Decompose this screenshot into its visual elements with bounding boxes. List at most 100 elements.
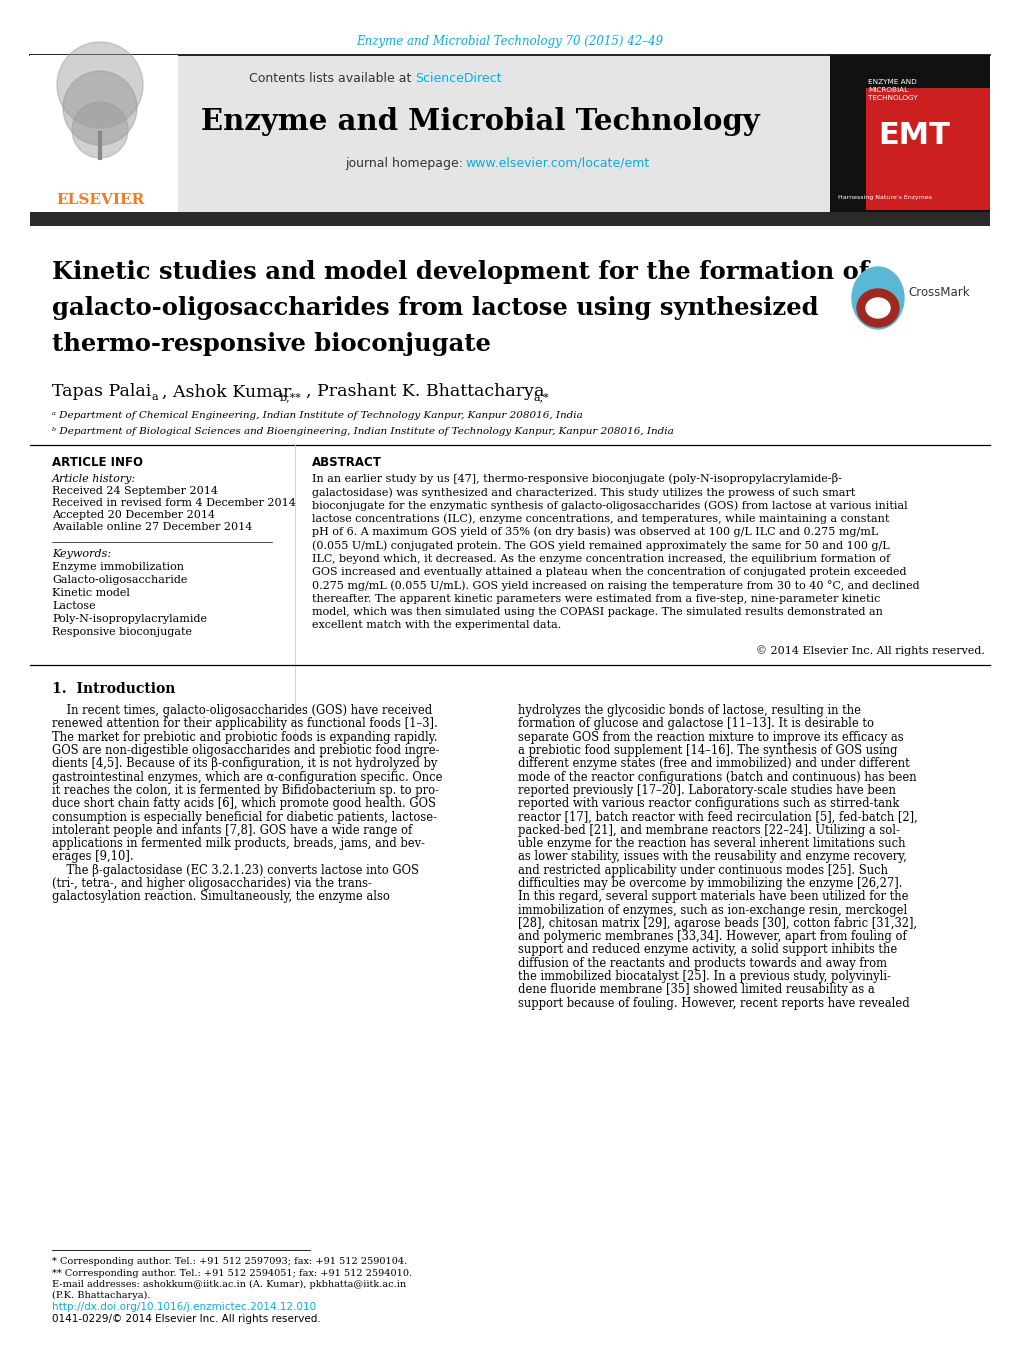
Text: b,**: b,** [280,392,302,403]
Text: Keywords:: Keywords: [52,549,111,559]
Text: reported previously [17–20]. Laboratory-scale studies have been: reported previously [17–20]. Laboratory-… [518,784,895,797]
Text: * Corresponding author. Tel.: +91 512 2597093; fax: +91 512 2590104.: * Corresponding author. Tel.: +91 512 25… [52,1258,407,1266]
Text: Enzyme and Microbial Technology 70 (2015) 42–49: Enzyme and Microbial Technology 70 (2015… [356,35,663,49]
Text: gastrointestinal enzymes, which are α-configuration specific. Once: gastrointestinal enzymes, which are α-co… [52,770,442,784]
Ellipse shape [851,267,903,330]
Text: mode of the reactor configurations (batch and continuous) has been: mode of the reactor configurations (batc… [518,770,916,784]
Text: GOS are non-digestible oligosaccharides and prebiotic food ingre-: GOS are non-digestible oligosaccharides … [52,744,439,757]
FancyBboxPatch shape [30,212,989,226]
Text: 0141-0229/© 2014 Elsevier Inc. All rights reserved.: 0141-0229/© 2014 Elsevier Inc. All right… [52,1315,320,1324]
Text: The β-galactosidase (EC 3.2.1.23) converts lactose into GOS: The β-galactosidase (EC 3.2.1.23) conver… [52,863,419,877]
Text: (0.055 U/mL) conjugated protein. The GOS yield remained approximately the same f: (0.055 U/mL) conjugated protein. The GOS… [312,540,889,551]
Text: , Prashant K. Bhattacharya: , Prashant K. Bhattacharya [306,384,544,400]
Text: a prebiotic food supplement [14–16]. The synthesis of GOS using: a prebiotic food supplement [14–16]. The… [518,744,897,757]
Text: formation of glucose and galactose [11–13]. It is desirable to: formation of glucose and galactose [11–1… [518,717,873,731]
Text: Received 24 September 2014: Received 24 September 2014 [52,486,218,496]
Text: diffusion of the reactants and products towards and away from: diffusion of the reactants and products … [518,957,887,970]
Text: Responsive bioconjugate: Responsive bioconjugate [52,627,192,638]
Text: CrossMark: CrossMark [907,285,969,299]
Circle shape [63,72,137,145]
Text: Available online 27 December 2014: Available online 27 December 2014 [52,521,252,532]
Text: intolerant people and infants [7,8]. GOS have a wide range of: intolerant people and infants [7,8]. GOS… [52,824,412,836]
Text: In this regard, several support materials have been utilized for the: In this regard, several support material… [518,890,908,904]
Text: different enzyme states (free and immobilized) and under different: different enzyme states (free and immobi… [518,758,909,770]
Text: ABSTRACT: ABSTRACT [312,455,381,469]
Text: duce short chain fatty acids [6], which promote good health. GOS: duce short chain fatty acids [6], which … [52,797,435,811]
Text: support and reduced enzyme activity, a solid support inhibits the: support and reduced enzyme activity, a s… [518,943,897,957]
Text: pH of 6. A maximum GOS yield of 35% (on dry basis) was observed at 100 g/L ILC a: pH of 6. A maximum GOS yield of 35% (on … [312,527,877,538]
Text: ᵇ Department of Biological Sciences and Bioengineering, Indian Institute of Tech: ᵇ Department of Biological Sciences and … [52,427,674,436]
Text: a: a [152,392,159,403]
Text: The market for prebiotic and probiotic foods is expanding rapidly.: The market for prebiotic and probiotic f… [52,731,437,743]
Text: E-mail addresses: ashokkum@iitk.ac.in (A. Kumar), pkbhatta@iitk.ac.in: E-mail addresses: ashokkum@iitk.ac.in (A… [52,1279,406,1289]
Text: excellent match with the experimental data.: excellent match with the experimental da… [312,620,560,631]
Text: thereafter. The apparent kinetic parameters were estimated from a five-step, nin: thereafter. The apparent kinetic paramet… [312,593,879,604]
Text: bioconjugate for the enzymatic synthesis of galacto-oligosaccharides (GOS) from : bioconjugate for the enzymatic synthesis… [312,500,907,511]
Text: packed-bed [21], and membrane reactors [22–24]. Utilizing a sol-: packed-bed [21], and membrane reactors [… [518,824,899,836]
Text: Lactose: Lactose [52,601,96,611]
Text: galacto-oligosaccharides from lactose using synthesized: galacto-oligosaccharides from lactose us… [52,296,818,320]
Text: ILC, beyond which, it decreased. As the enzyme concentration increased, the equi: ILC, beyond which, it decreased. As the … [312,554,890,563]
Text: model, which was then simulated using the COPASI package. The simulated results : model, which was then simulated using th… [312,607,882,617]
Text: http://dx.doi.org/10.1016/j.enzmictec.2014.12.010: http://dx.doi.org/10.1016/j.enzmictec.20… [52,1302,316,1312]
Circle shape [57,42,143,128]
Text: Tapas Palai: Tapas Palai [52,384,151,400]
Text: Article history:: Article history: [52,474,137,484]
Text: reported with various reactor configurations such as stirred-tank: reported with various reactor configurat… [518,797,899,811]
Text: GOS increased and eventually attained a plateau when the concentration of conjug: GOS increased and eventually attained a … [312,567,906,577]
Ellipse shape [856,289,898,327]
Ellipse shape [865,299,890,317]
Text: as lower stability, issues with the reusability and enzyme recovery,: as lower stability, issues with the reus… [518,850,906,863]
FancyBboxPatch shape [865,88,989,209]
Text: ARTICLE INFO: ARTICLE INFO [52,455,143,469]
Text: consumption is especially beneficial for diabetic patients, lactose-: consumption is especially beneficial for… [52,811,436,824]
Text: Accepted 20 December 2014: Accepted 20 December 2014 [52,509,215,520]
FancyBboxPatch shape [829,55,989,212]
Text: immobilization of enzymes, such as ion-exchange resin, merckogel: immobilization of enzymes, such as ion-e… [518,904,906,916]
Text: (P.K. Bhattacharya).: (P.K. Bhattacharya). [52,1290,151,1300]
Text: dene fluoride membrane [35] showed limited reusability as a: dene fluoride membrane [35] showed limit… [518,984,874,997]
Text: hydrolyzes the glycosidic bonds of lactose, resulting in the: hydrolyzes the glycosidic bonds of lacto… [518,704,860,717]
Text: a,*: a,* [534,392,549,403]
Text: ** Corresponding author. Tel.: +91 512 2594051; fax: +91 512 2594010.: ** Corresponding author. Tel.: +91 512 2… [52,1269,412,1278]
Text: difficulties may be overcome by immobilizing the enzyme [26,27].: difficulties may be overcome by immobili… [518,877,902,890]
Text: 0.275 mg/mL (0.055 U/mL). GOS yield increased on raising the temperature from 30: 0.275 mg/mL (0.055 U/mL). GOS yield incr… [312,580,919,590]
FancyBboxPatch shape [30,55,829,212]
Text: © 2014 Elsevier Inc. All rights reserved.: © 2014 Elsevier Inc. All rights reserved… [755,646,984,657]
Text: [28], chitosan matrix [29], agarose beads [30], cotton fabric [31,32],: [28], chitosan matrix [29], agarose bead… [518,917,916,929]
Text: Contents lists available at: Contents lists available at [249,72,415,85]
Text: erages [9,10].: erages [9,10]. [52,850,133,863]
Text: uble enzyme for the reaction has several inherent limitations such: uble enzyme for the reaction has several… [518,838,905,850]
Text: support because of fouling. However, recent reports have revealed: support because of fouling. However, rec… [518,997,909,1009]
Text: reactor [17], batch reactor with feed recirculation [5], fed-batch [2],: reactor [17], batch reactor with feed re… [518,811,917,824]
Text: In an earlier study by us [47], thermo-responsive bioconjugate (poly-N-isopropyl: In an earlier study by us [47], thermo-r… [312,473,841,485]
Text: Galacto-oligosaccharide: Galacto-oligosaccharide [52,576,187,585]
Text: EMT: EMT [877,120,949,150]
Text: applications in fermented milk products, breads, jams, and bev-: applications in fermented milk products,… [52,838,425,850]
Text: Kinetic studies and model development for the formation of: Kinetic studies and model development fo… [52,259,868,284]
FancyBboxPatch shape [30,55,178,212]
Text: ScienceDirect: ScienceDirect [415,72,501,85]
Text: dients [4,5]. Because of its β-configuration, it is not hydrolyzed by: dients [4,5]. Because of its β-configura… [52,758,437,770]
Text: ᵃ Department of Chemical Engineering, Indian Institute of Technology Kanpur, Kan: ᵃ Department of Chemical Engineering, In… [52,411,582,420]
Text: Enzyme and Microbial Technology: Enzyme and Microbial Technology [201,108,758,136]
Text: lactose concentrations (ILC), enzyme concentrations, and temperatures, while mai: lactose concentrations (ILC), enzyme con… [312,513,889,524]
Text: renewed attention for their applicability as functional foods [1–3].: renewed attention for their applicabilit… [52,717,437,731]
Text: Kinetic model: Kinetic model [52,588,129,598]
Text: ENZYME AND
MICROBIAL
TECHNOLOGY: ENZYME AND MICROBIAL TECHNOLOGY [867,78,917,101]
Text: separate GOS from the reaction mixture to improve its efficacy as: separate GOS from the reaction mixture t… [518,731,903,743]
Text: (tri-, tetra-, and higher oligosaccharides) via the trans-: (tri-, tetra-, and higher oligosaccharid… [52,877,372,890]
Circle shape [72,101,127,158]
Text: and polymeric membranes [33,34]. However, apart from fouling of: and polymeric membranes [33,34]. However… [518,931,906,943]
Text: the immobilized biocatalyst [25]. In a previous study, polyvinyli-: the immobilized biocatalyst [25]. In a p… [518,970,890,984]
Text: Received in revised form 4 December 2014: Received in revised form 4 December 2014 [52,499,296,508]
Text: , Ashok Kumar: , Ashok Kumar [162,384,291,400]
Text: galactosidase) was synthesized and characterized. This study utilizes the prowes: galactosidase) was synthesized and chara… [312,486,855,497]
Text: Enzyme immobilization: Enzyme immobilization [52,562,183,571]
Text: Harnessing Nature's Enzymes: Harnessing Nature's Enzymes [838,196,931,200]
Text: 1.  Introduction: 1. Introduction [52,682,175,696]
Text: and restricted applicability under continuous modes [25]. Such: and restricted applicability under conti… [518,863,888,877]
Text: journal homepage:: journal homepage: [344,157,467,169]
Text: thermo-responsive bioconjugate: thermo-responsive bioconjugate [52,332,490,357]
Text: it reaches the colon, it is fermented by Bifidobacterium sp. to pro-: it reaches the colon, it is fermented by… [52,784,438,797]
